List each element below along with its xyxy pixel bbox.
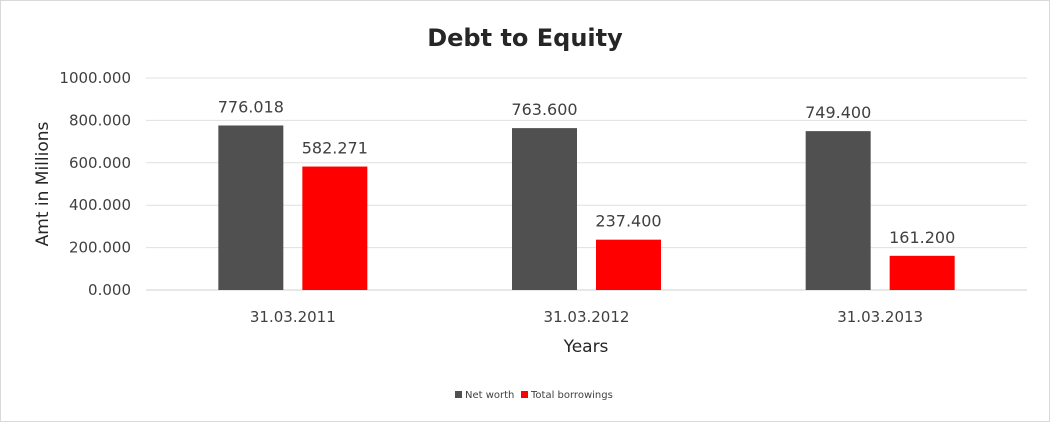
data-label: 749.400 bbox=[805, 103, 871, 122]
x-tick-label: 31.03.2011 bbox=[250, 308, 336, 326]
y-tick-label: 200.000 bbox=[69, 239, 131, 257]
data-label: 776.018 bbox=[218, 97, 284, 116]
bar-net-worth bbox=[805, 131, 871, 290]
bar-total-borrowings bbox=[596, 239, 661, 290]
y-tick-label: 0.000 bbox=[88, 281, 131, 299]
y-tick-label: 1000.000 bbox=[59, 69, 131, 87]
bar-net-worth bbox=[218, 125, 284, 290]
x-axis-ticks: 31.03.2011 31.03.2012 31.03.2013 bbox=[250, 308, 923, 326]
legend-label: Net worth bbox=[465, 390, 514, 401]
x-tick-label: 31.03.2012 bbox=[544, 308, 630, 326]
legend: Net worth Total borrowings bbox=[455, 390, 613, 401]
y-tick-label: 400.000 bbox=[69, 196, 131, 214]
y-tick-label: 600.000 bbox=[69, 154, 131, 172]
legend-swatch bbox=[521, 391, 528, 398]
gridlines bbox=[146, 77, 1027, 291]
data-label: 237.400 bbox=[595, 212, 661, 231]
chart-title: Debt to Equity bbox=[427, 24, 623, 52]
data-labels: 776.018 582.271 763.600 237.400 749.400 161.2… bbox=[218, 97, 956, 246]
y-tick-label: 800.000 bbox=[69, 111, 131, 129]
bars bbox=[218, 125, 955, 290]
data-label: 763.600 bbox=[511, 100, 577, 119]
data-label: 161.200 bbox=[889, 228, 955, 247]
bar-total-borrowings bbox=[889, 255, 955, 290]
y-axis-ticks: 0.000 200.000 400.000 600.000 800.000 1000.00… bbox=[59, 69, 131, 299]
bar-total-borrowings bbox=[302, 166, 368, 290]
y-axis-title: Amt in Millions bbox=[33, 121, 53, 246]
x-axis-title: Years bbox=[563, 337, 609, 357]
x-tick-label: 31.03.2013 bbox=[837, 308, 923, 326]
data-label: 582.271 bbox=[302, 139, 368, 158]
legend-swatch bbox=[455, 391, 462, 398]
legend-label: Total borrowings bbox=[530, 390, 613, 401]
bar-net-worth bbox=[512, 128, 577, 290]
